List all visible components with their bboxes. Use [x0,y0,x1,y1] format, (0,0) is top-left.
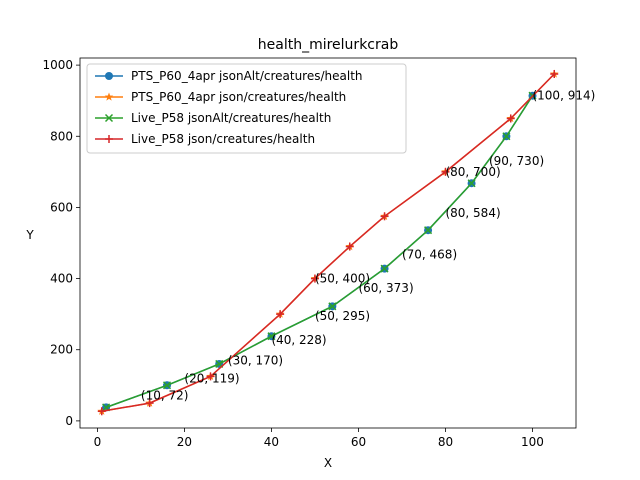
marker-point [105,72,113,80]
y-tick-label: 200 [50,343,73,357]
x-tick-label: 20 [177,435,192,449]
y-tick: 200 [50,343,80,357]
legend-box [86,63,407,154]
legend-label: Live_P58 json/creatures/health [131,132,315,146]
x-tick-label: 60 [351,435,366,449]
data-label: (80, 584) [445,206,500,220]
data-label: (40, 228) [271,333,326,347]
marker-stroke [424,226,433,235]
marker-point [97,407,106,416]
marker-stroke [267,332,276,341]
marker-stroke [328,302,337,311]
marker-stroke [162,381,172,390]
marker-point [345,242,354,251]
x-tick-label: 100 [521,435,544,449]
marker-point [380,212,389,221]
x-tick: 0 [94,428,102,449]
marker-point [105,135,113,143]
marker-point [206,372,215,381]
x-axis-label: X [324,456,332,470]
y-tick-label: 600 [50,200,73,214]
marker-point [380,264,389,273]
x-tick: 80 [438,428,453,449]
annotation-layer: (10, 72) (20, 119) (30, 170) (40, 228) (50, … [141,89,595,403]
marker-point [506,114,515,123]
marker-stroke [380,264,389,273]
series-2 [102,91,537,412]
data-label: (70, 468) [402,247,457,261]
y-tick-label: 1000 [42,58,73,72]
legend: PTS_P60_4apr jsonAlt/creatures/health PTS… [86,63,407,154]
data-label: (60, 373) [358,281,413,295]
data-label: (90, 730) [489,154,544,168]
legend-label: PTS_P60_4apr json/creatures/health [131,90,346,104]
x-tick: 40 [264,428,279,449]
marker-point [145,399,154,408]
data-label: (10, 72) [141,388,189,402]
chart-title: health_mirelurkcrab [258,37,399,53]
data-label: (50, 400) [315,272,370,286]
legend-entry: Live_P58 json/creatures/health [95,132,315,146]
marker-point [162,381,172,390]
x-tick-label: 40 [264,435,279,449]
marker-point [441,167,450,176]
y-tick-label: 0 [65,414,73,428]
y-tick: 400 [50,272,80,286]
legend-label: Live_P58 jsonAlt/creatures/health [131,111,331,125]
series-3 [97,70,559,416]
marker-stroke [215,359,224,368]
y-tick: 800 [50,129,80,143]
series-layer [97,69,559,416]
data-label: (100, 914) [532,89,595,103]
data-label: (20, 119) [184,372,239,386]
marker-point [328,302,337,311]
marker-point [502,132,511,141]
series-line [105,95,534,409]
y-axis-label: Y [25,228,34,242]
marker-point [467,179,476,188]
y-tick-label: 400 [50,272,73,286]
marker-point [276,310,285,319]
legend-entry: PTS_P60_4apr json/creatures/health [95,90,346,104]
marker-stroke [467,179,476,188]
legend-entry: Live_P58 jsonAlt/creatures/health [95,111,331,125]
x-tick-label: 0 [94,435,102,449]
y-tick: 0 [65,414,80,428]
axes-frame [79,57,577,429]
y-tick: 1000 [42,58,80,72]
legend-label: PTS_P60_4apr jsonAlt/creatures/health [131,69,363,83]
series-line [101,73,555,413]
legend-entry: PTS_P60_4apr jsonAlt/creatures/health [95,69,363,83]
marker-point [550,70,559,79]
marker-point [267,332,276,341]
marker-stroke [102,403,111,412]
y-tick: 600 [50,200,80,214]
x-tick: 20 [177,428,192,449]
marker-point [424,226,433,235]
y-tick-label: 800 [50,129,73,143]
x-tick: 60 [351,428,366,449]
marker-point [310,274,319,283]
x-tick: 100 [521,428,544,449]
data-label: (80, 700) [445,165,500,179]
x-tick-label: 80 [438,435,453,449]
marker-point [104,113,114,123]
data-label: (30, 170) [228,353,283,367]
marker-stroke [502,132,511,141]
data-label: (50, 295) [315,309,370,323]
marker-stroke [104,113,114,123]
marker-point [104,92,114,101]
